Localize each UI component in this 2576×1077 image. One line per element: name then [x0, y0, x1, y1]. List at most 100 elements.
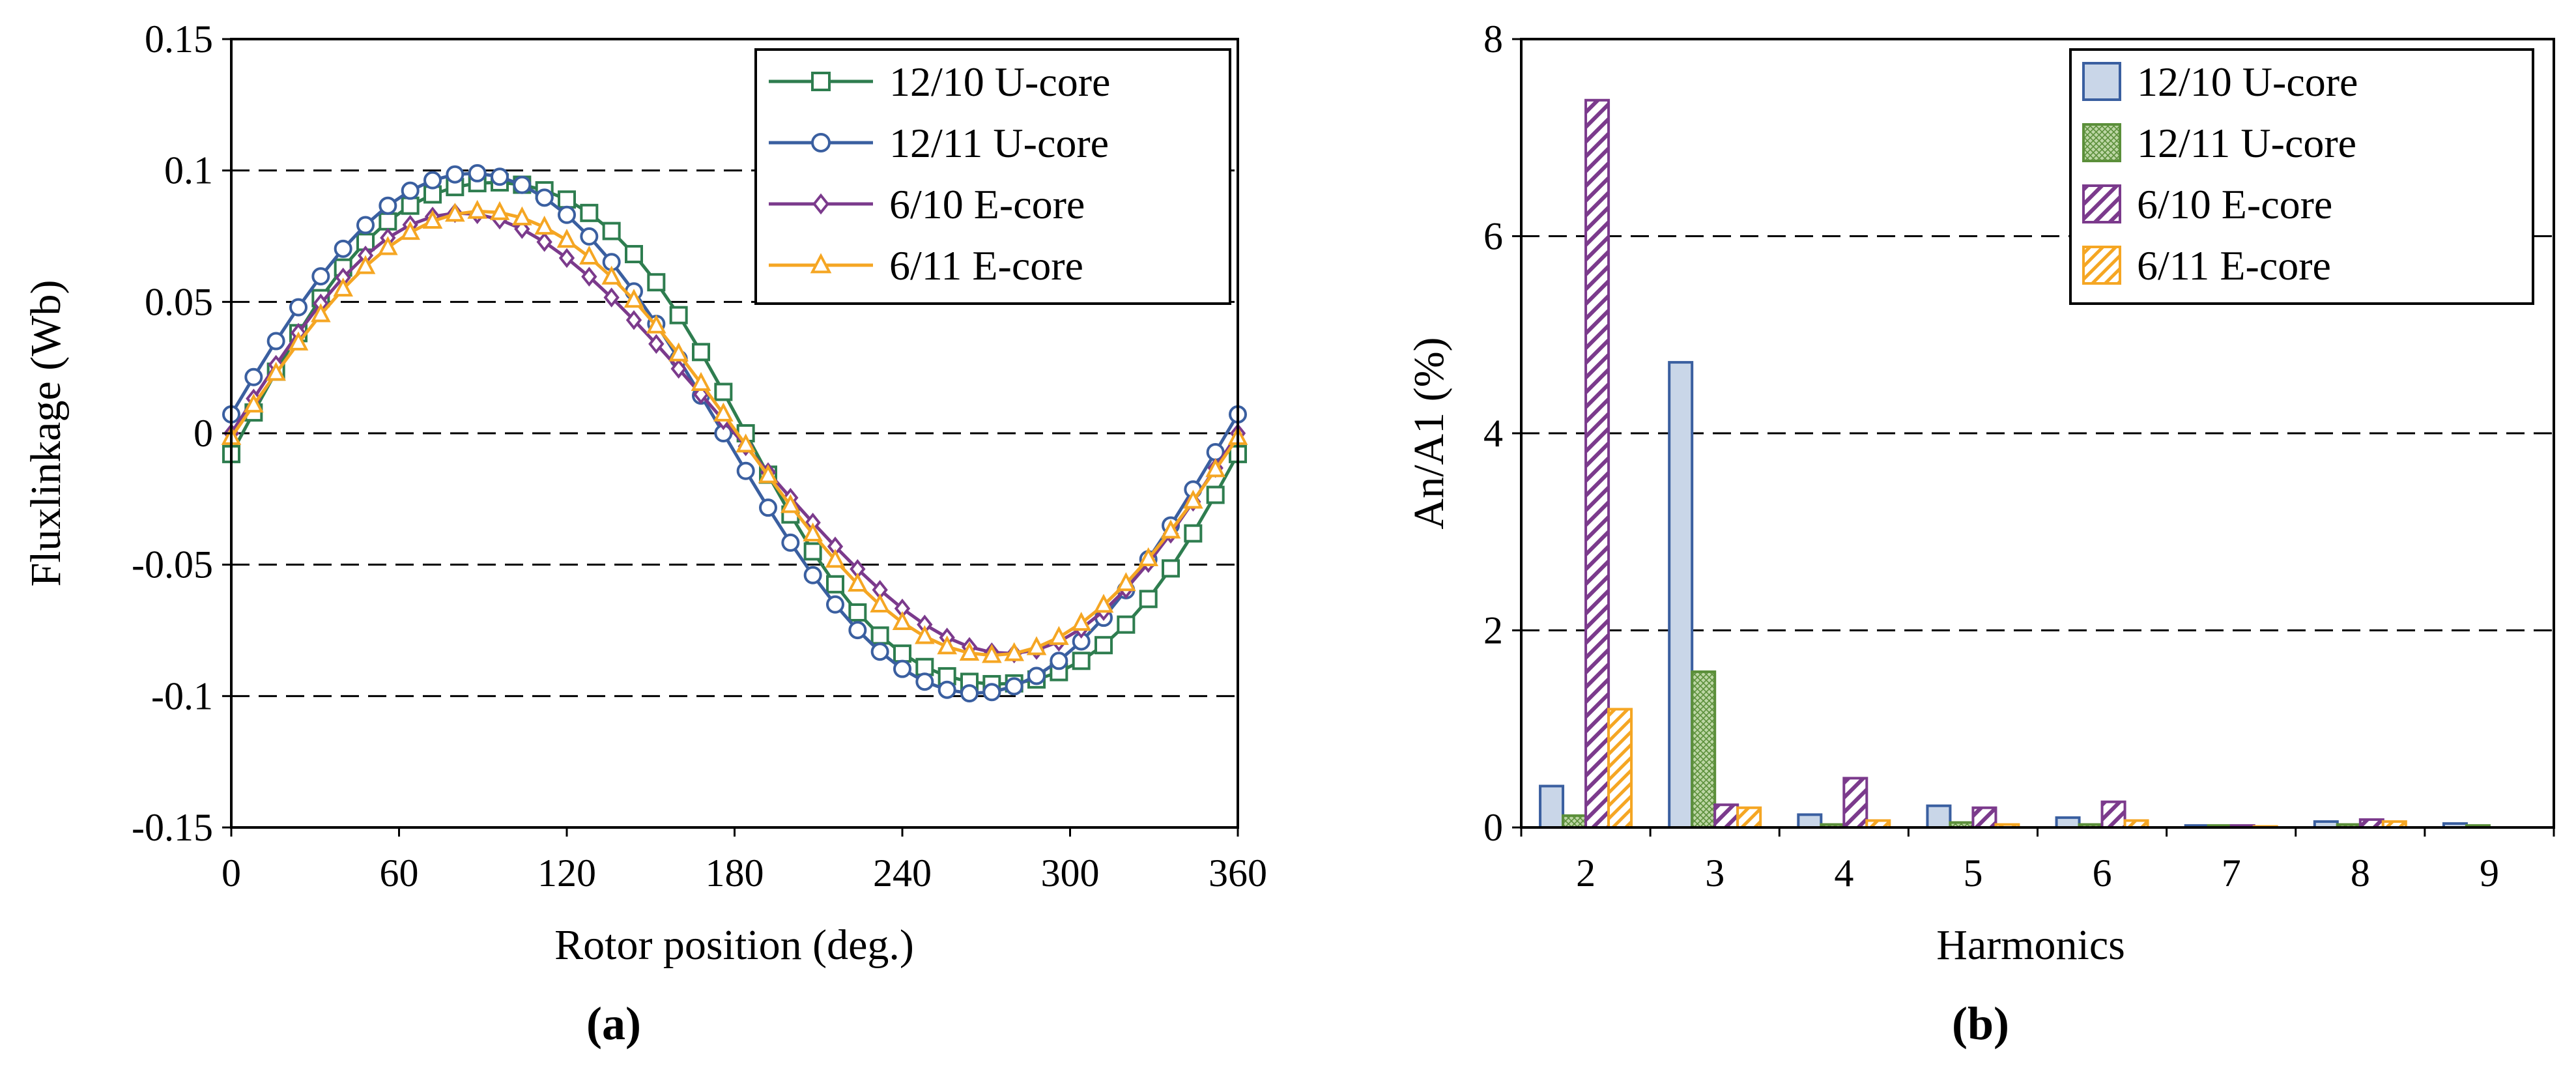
- legend-swatch: [2082, 246, 2121, 285]
- data-point: [556, 229, 577, 248]
- data-point: [625, 245, 643, 264]
- series-line: [229, 211, 1240, 655]
- data-point: [581, 266, 597, 287]
- x-tick-label: 0: [222, 852, 241, 895]
- data-point: [378, 236, 398, 255]
- legend-swatch: [2082, 123, 2121, 162]
- legend-marker: [811, 133, 831, 152]
- data-point: [848, 603, 867, 622]
- y-tick-label: -0.15: [132, 806, 213, 849]
- legend: 12/10 U-core 12/11 U-core 6/10 E-core 6/1…: [2069, 48, 2534, 305]
- data-point: [401, 181, 420, 200]
- data-point: [781, 533, 800, 552]
- data-point: [870, 626, 889, 645]
- x-tick-label: 60: [380, 852, 419, 895]
- data-point: [558, 190, 576, 209]
- data-point: [422, 209, 443, 229]
- data-point: [803, 542, 822, 561]
- data-point: [647, 273, 666, 292]
- data-point: [244, 394, 264, 413]
- data-point: [1071, 612, 1091, 631]
- data-point: [1184, 524, 1203, 543]
- data-point: [579, 245, 599, 265]
- data-point: [1183, 489, 1203, 509]
- data-point: [780, 494, 801, 513]
- data-point: [714, 382, 733, 401]
- data-point: [825, 549, 846, 568]
- data-point: [915, 657, 934, 676]
- x-tick-label: 7: [2222, 852, 2241, 895]
- bar: [2055, 816, 2081, 829]
- legend-swatch: [2082, 184, 2121, 223]
- data-point: [1206, 485, 1225, 504]
- bar: [2100, 800, 2126, 829]
- data-point: [982, 683, 1001, 702]
- data-point: [1116, 572, 1136, 592]
- y-tick-label: -0.1: [151, 674, 213, 717]
- data-point: [1117, 615, 1136, 634]
- data-point: [646, 314, 666, 334]
- data-point: [848, 621, 867, 640]
- y-tick-label: 0: [193, 412, 213, 455]
- data-point: [1049, 625, 1069, 645]
- legend-marker: [810, 253, 832, 274]
- legend-box: [754, 48, 1231, 305]
- bar: [1842, 777, 1868, 829]
- data-point: [915, 672, 934, 691]
- data-point: [288, 331, 309, 351]
- x-tick-label: 6: [2093, 852, 2112, 895]
- data-point: [892, 610, 913, 631]
- data-point: [423, 185, 442, 204]
- x-tick-label: 2: [1576, 852, 1596, 895]
- data-point: [870, 593, 890, 613]
- x-axis-label: Harmonics: [1936, 921, 2125, 969]
- data-point: [1027, 667, 1046, 685]
- x-tick-label: 4: [1834, 852, 1853, 895]
- bar: [1584, 98, 1610, 829]
- data-point: [311, 267, 330, 286]
- data-point: [558, 205, 576, 224]
- data-point: [937, 635, 957, 655]
- data-point: [691, 371, 711, 391]
- y-tick-label: 0.15: [145, 18, 213, 61]
- legend: 12/10 U-core 12/11 U-core 6/10 E-core 6/1…: [754, 48, 1231, 305]
- y-tick-label: 6: [1483, 215, 1503, 258]
- y-tick-labels: 0 2 4 6 8: [1483, 18, 1503, 849]
- data-point: [601, 265, 622, 285]
- data-point: [803, 566, 822, 584]
- legend-label: 12/10 U-core: [889, 59, 1110, 105]
- data-point: [623, 289, 644, 308]
- bar: [1668, 361, 1694, 829]
- y-tick-labels: -0.15 -0.1 -0.05 0 0.05 0.1 0.15: [132, 18, 213, 849]
- y-tick-label: 0.1: [164, 149, 213, 192]
- data-point: [446, 165, 465, 184]
- y-tick-label: 0: [1483, 806, 1503, 849]
- legend-label: 12/11 U-core: [2137, 120, 2356, 166]
- data-point: [266, 332, 285, 351]
- bar: [1926, 804, 1952, 829]
- bar: [1797, 813, 1823, 829]
- data-point: [1005, 677, 1023, 696]
- data-point: [1139, 590, 1158, 609]
- data-point: [736, 461, 755, 480]
- bar: [1736, 806, 1762, 829]
- data-point: [1205, 458, 1225, 478]
- series-line: [229, 209, 1240, 657]
- data-point: [625, 310, 642, 330]
- y-tick-label: -0.05: [132, 543, 213, 586]
- x-tick-label: 3: [1705, 852, 1724, 895]
- data-point: [669, 306, 688, 324]
- data-point: [536, 232, 552, 252]
- data-point: [668, 342, 689, 362]
- tick-marks: [222, 38, 1239, 837]
- data-point: [311, 303, 331, 323]
- legend-label: 12/11 U-core: [889, 120, 1109, 166]
- data-point: [759, 498, 777, 517]
- data-point: [603, 287, 620, 308]
- data-point: [467, 199, 487, 219]
- legend-label: 6/10 E-core: [2137, 181, 2332, 227]
- data-point: [915, 625, 935, 644]
- legend-label: 6/11 E-core: [2137, 242, 2331, 289]
- series-line: [229, 171, 1240, 695]
- data-point: [379, 196, 397, 215]
